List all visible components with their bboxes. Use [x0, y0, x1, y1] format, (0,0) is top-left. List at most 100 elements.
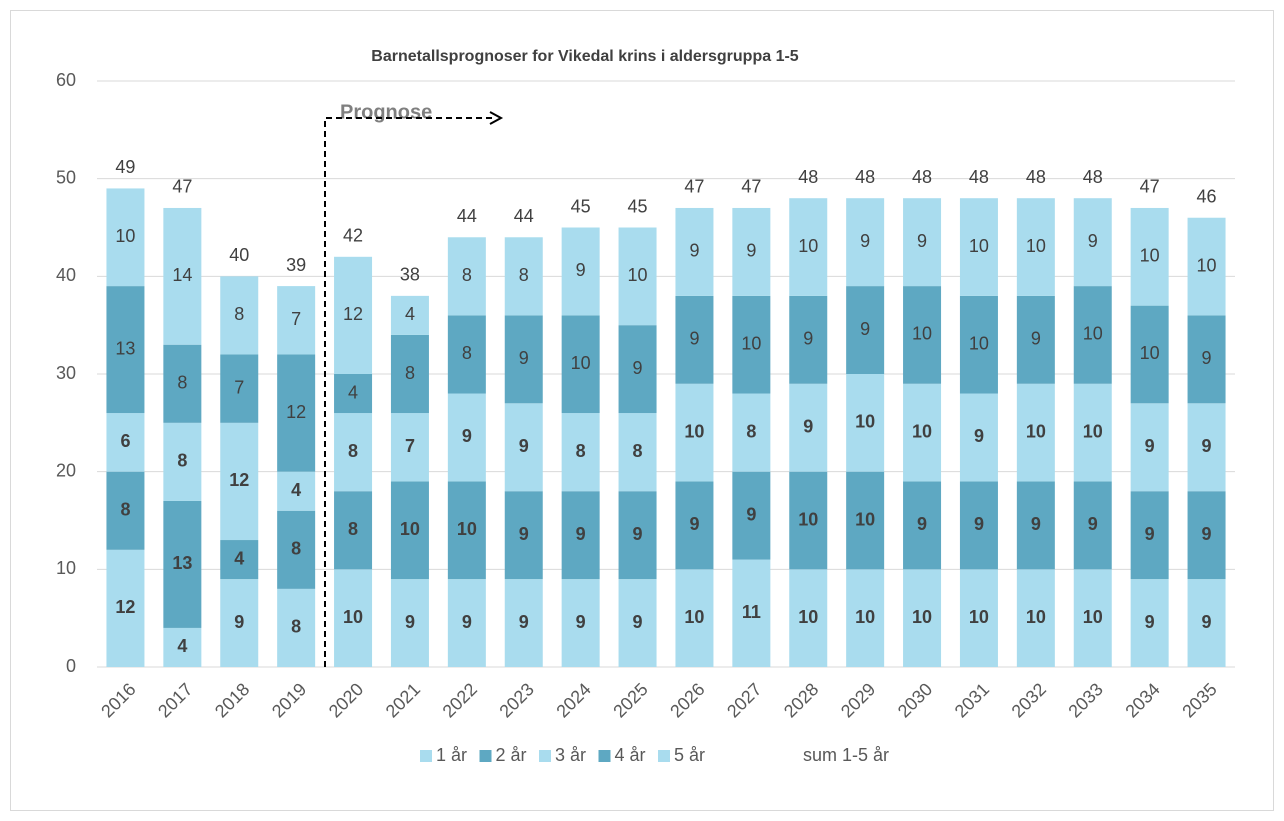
value-label: 9 [462, 426, 472, 446]
bar-segment [732, 559, 771, 667]
value-label: 9 [860, 231, 870, 251]
total-label: 38 [400, 265, 420, 285]
bar-segment [447, 579, 486, 667]
value-label: 10 [343, 607, 363, 627]
y-tick-label: 0 [66, 656, 76, 676]
value-label: 8 [405, 363, 415, 383]
bar-segment [390, 579, 429, 667]
bar-segment [732, 295, 771, 394]
value-label: 4 [405, 304, 415, 324]
value-label: 10 [798, 509, 818, 529]
total-label: 47 [172, 177, 192, 197]
value-label: 8 [576, 441, 586, 461]
bar-segment [789, 569, 828, 667]
bar-segment [618, 227, 657, 326]
value-label: 9 [1145, 612, 1155, 632]
value-label: 8 [234, 304, 244, 324]
total-label: 49 [115, 157, 135, 177]
value-label: 10 [969, 607, 989, 627]
value-label: 9 [462, 612, 472, 632]
y-tick-label: 40 [56, 265, 76, 285]
bar-segment [1073, 286, 1112, 384]
bar-segment [504, 315, 543, 404]
bar-segment [106, 471, 145, 550]
bar-segment [789, 198, 828, 296]
total-label: 45 [628, 196, 648, 216]
value-label: 10 [912, 324, 932, 344]
total-label: 45 [571, 196, 591, 216]
bar-segment [561, 491, 600, 580]
bar-segment [618, 491, 657, 580]
bar-segment [277, 286, 316, 355]
value-label: 4 [177, 636, 187, 656]
value-label: 12 [343, 304, 363, 324]
total-label: 44 [457, 206, 477, 226]
bar-segment [1016, 569, 1055, 667]
bar-segment [334, 374, 373, 414]
forecast-arrow [489, 111, 504, 125]
value-label: 8 [348, 519, 358, 539]
bar-segment [675, 569, 714, 667]
bar-segment [163, 422, 202, 501]
value-label: 9 [689, 514, 699, 534]
bar-segment [675, 383, 714, 482]
bar-segment [675, 207, 714, 296]
bar-segment [1130, 403, 1169, 492]
value-label: 13 [172, 553, 192, 573]
bar-segment [903, 569, 942, 667]
value-label: 10 [969, 333, 989, 353]
value-label: 9 [803, 329, 813, 349]
forecast-marker [324, 111, 504, 667]
total-label: 39 [286, 255, 306, 275]
value-label: 9 [1202, 436, 1212, 456]
value-label: 9 [234, 612, 244, 632]
bar-segment [1073, 481, 1112, 570]
y-tick-label: 20 [56, 460, 76, 480]
bar-segment [903, 286, 942, 384]
total-label: 47 [1140, 177, 1160, 197]
value-label: 10 [115, 226, 135, 246]
bar-segment [1016, 295, 1055, 384]
y-tick-label: 50 [56, 167, 76, 187]
bar-segment [903, 198, 942, 287]
bar-segment [220, 540, 259, 580]
value-label: 10 [798, 236, 818, 256]
value-label: 12 [115, 597, 135, 617]
legend-swatch [658, 750, 670, 762]
value-label: 10 [1026, 236, 1046, 256]
value-label: 9 [519, 524, 529, 544]
legend-swatch [539, 750, 551, 762]
value-label: 9 [1031, 329, 1041, 349]
value-label: 9 [519, 612, 529, 632]
value-label: 8 [291, 539, 301, 559]
value-label: 7 [405, 436, 415, 456]
value-label: 10 [912, 607, 932, 627]
bar-segment [1016, 198, 1055, 296]
value-label: 13 [115, 338, 135, 358]
value-label: 9 [633, 358, 643, 378]
value-label: 10 [457, 519, 477, 539]
bar-segment [959, 295, 998, 394]
bar-segment [1130, 207, 1169, 306]
value-label: 10 [684, 607, 704, 627]
bar-segment [959, 481, 998, 570]
value-label: 9 [633, 612, 643, 632]
value-label: 9 [1145, 524, 1155, 544]
value-label: 11 [742, 602, 761, 622]
value-label: 9 [576, 612, 586, 632]
legend-swatch [420, 750, 432, 762]
bar-segment [675, 295, 714, 384]
bar-segment [277, 510, 316, 589]
value-label: 10 [628, 265, 648, 285]
value-label: 4 [348, 382, 358, 402]
total-label: 48 [969, 167, 989, 187]
bar-segment [106, 549, 145, 667]
value-label: 10 [400, 519, 420, 539]
bar-segment [1187, 491, 1226, 580]
value-label: 9 [974, 426, 984, 446]
bar-segment [1187, 315, 1226, 404]
bar-segment [675, 481, 714, 570]
bar-segment [789, 295, 828, 384]
value-label: 9 [519, 436, 529, 456]
